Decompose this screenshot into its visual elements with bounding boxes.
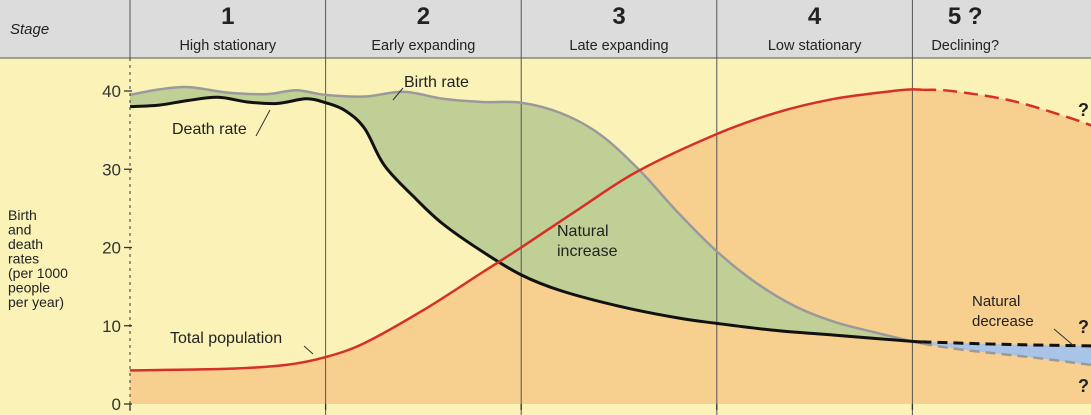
- stage-name-5: Declining?: [931, 38, 999, 54]
- stage-name-4: Low stationary: [768, 38, 862, 54]
- stage-number-5: 5 ?: [948, 3, 983, 30]
- natural-decrease-label: Natural: [972, 293, 1020, 310]
- natural-increase-label: Natural: [557, 223, 609, 240]
- birth-rate-line: [129, 85, 923, 345]
- death-rate-question-mark: ?: [1078, 317, 1089, 337]
- birth-rate-leader: [392, 87, 404, 101]
- stage-number-1: 1: [221, 3, 234, 30]
- stage-number-3: 3: [612, 3, 625, 30]
- y-tick-label-30: 30: [102, 160, 121, 179]
- birth-rate-label: Birth rate: [404, 74, 469, 91]
- y-axis-label-line: death: [8, 236, 43, 252]
- natural-decrease-leader: [1053, 328, 1075, 347]
- stage-header-background: [0, 0, 1091, 58]
- birth-rate-line-projected: [921, 342, 1091, 366]
- series-lines: [129, 85, 1091, 372]
- y-tick-label-20: 20: [102, 239, 121, 258]
- y-axis-label-line: per year): [8, 294, 64, 310]
- natural-decrease-area: [922, 341, 1091, 365]
- stage-name-3: Late expanding: [569, 38, 668, 54]
- total-population-label: Total population: [170, 330, 282, 347]
- total-population-line-projected: [922, 88, 1091, 127]
- y-tick-label-40: 40: [102, 82, 121, 101]
- death-rate-line: [129, 95, 924, 344]
- population-question-mark: ?: [1078, 100, 1089, 120]
- natural-decrease-label: decrease: [972, 313, 1034, 330]
- death-rate-line-projected: [920, 340, 1091, 348]
- total-population-line: [129, 88, 923, 372]
- y-axis-panel: [0, 58, 130, 415]
- death-rate-label: Death rate: [172, 121, 247, 138]
- stage-number-2: 2: [417, 3, 430, 30]
- y-tick-label-0: 0: [112, 395, 121, 414]
- y-tick-label-10: 10: [102, 317, 121, 336]
- stage-name-2: Early expanding: [371, 38, 475, 54]
- stage-column-label: Stage: [10, 21, 49, 38]
- y-axis-label-line: people: [8, 280, 50, 296]
- annotation-labels: Birth rate Death rate Natural increase Natur…: [170, 74, 1089, 396]
- y-axis-label-line: rates: [8, 251, 39, 267]
- y-axis-label-line: Birth: [8, 207, 37, 223]
- stage-number-4: 4: [808, 3, 822, 30]
- stage-name-1: High stationary: [179, 38, 276, 54]
- y-axis-label-line: (per 1000: [8, 265, 68, 281]
- natural-increase-label: increase: [557, 243, 618, 260]
- total-population-leader: [303, 345, 314, 355]
- birth-rate-question-mark: ?: [1078, 376, 1089, 396]
- y-axis-label-line: and: [8, 222, 31, 238]
- stage-header: Stage 1 High stationary 2 Early expanding 3 La…: [10, 3, 999, 54]
- death-rate-leader: [255, 109, 271, 137]
